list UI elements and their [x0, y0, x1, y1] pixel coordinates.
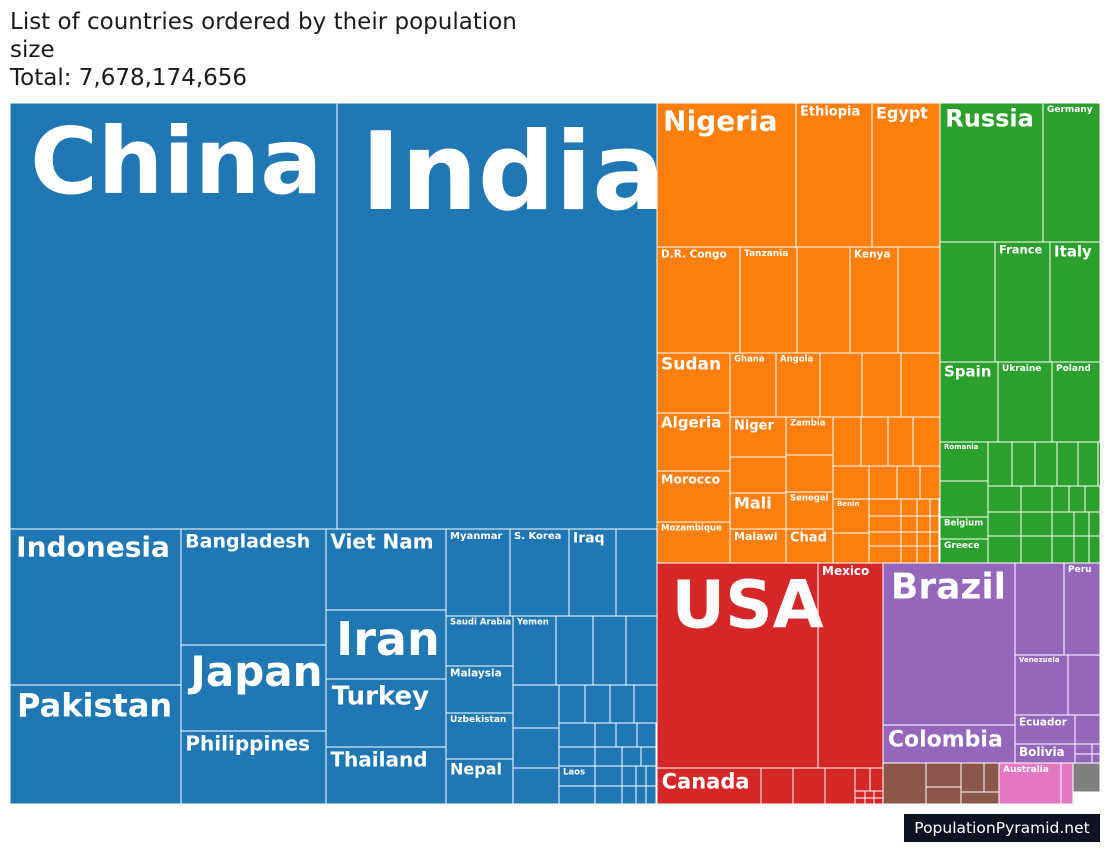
- other-small-3[interactable]: [1072, 795, 1083, 801]
- cell-italy-label: Italy: [1054, 243, 1092, 261]
- cell-mozambique-label: Mozambique: [661, 523, 722, 533]
- cell-morocco-label: Morocco: [661, 471, 721, 486]
- cell-nigeria-label: Nigeria: [663, 104, 777, 137]
- cell-malaysia-label: Malaysia: [450, 667, 502, 679]
- cell-tanzania-label: Tanzania: [744, 249, 788, 259]
- europe-region: [940, 103, 1100, 563]
- cell-algeria-label: Algeria: [661, 414, 721, 432]
- other-small-2[interactable]: [1090, 791, 1101, 797]
- cell-chad-label: Chad: [790, 531, 827, 546]
- cell-france-label: France: [999, 242, 1043, 256]
- other-small-0[interactable]: [1072, 791, 1083, 797]
- cell-russia-label: Russia: [945, 105, 1034, 133]
- cell-australia-label: Australia: [1003, 765, 1049, 775]
- north-america-region: [657, 563, 883, 804]
- cell-turkey-label: Turkey: [332, 681, 429, 711]
- cell-laos-label: Laos: [563, 767, 585, 777]
- cell-saudi-arabia-label: Saudi Arabia: [450, 617, 511, 627]
- cell-ethiopia-label: Ethiopia: [800, 105, 860, 120]
- cell-australia[interactable]: [998, 762, 1062, 805]
- cell-ecuador-label: Ecuador: [1019, 716, 1068, 728]
- cell-other[interactable]: [1072, 762, 1101, 793]
- title-line-2: size: [10, 37, 55, 63]
- title-line-1: List of countries ordered by their popul…: [10, 9, 517, 35]
- total-population: Total: 7,678,174,656: [10, 65, 248, 91]
- cell-ghana-label: Ghana: [734, 354, 765, 364]
- cell-germany-label: Germany: [1047, 105, 1093, 115]
- cell-s-korea-label: S. Korea: [514, 531, 561, 542]
- cell-dr-congo-label: D.R. Congo: [661, 248, 727, 260]
- cell-myanmar-label: Myanmar: [450, 531, 503, 542]
- cell-angola-label: Angola: [780, 354, 813, 364]
- cell-greece-label: Greece: [944, 541, 979, 551]
- cell-iraq-label: Iraq: [573, 531, 605, 547]
- cell-malawi-label: Malawi: [734, 530, 778, 543]
- cell-venezuela-label: Venezuela: [1019, 656, 1060, 664]
- cell-china-label: China: [30, 108, 322, 215]
- cell-viet-nam-label: Viet Nam: [330, 530, 433, 554]
- other-small-1[interactable]: [1081, 791, 1092, 797]
- cell-usa-label: USA: [672, 567, 824, 644]
- other-small-8[interactable]: [1090, 799, 1101, 805]
- cell-spain-label: Spain: [944, 363, 991, 381]
- asia-small-d-7[interactable]: [645, 785, 657, 805]
- cell-colombia-label: Colombia: [888, 728, 1003, 753]
- cell-benin-label: Benin: [837, 500, 859, 508]
- cell-zambia-label: Zambia: [790, 418, 826, 428]
- cell-senegal-label: Senegal: [790, 493, 829, 503]
- cell-kenya-label: Kenya: [854, 248, 890, 260]
- cell-bangladesh-label: Bangladesh: [185, 531, 310, 553]
- cell-sudan-label: Sudan: [661, 355, 721, 375]
- cell-niger-label: Niger: [734, 419, 774, 434]
- cell-thailand-label: Thailand: [330, 748, 427, 772]
- cell-romania-label: Romania: [944, 443, 979, 451]
- cell-brazil-label: Brazil: [891, 566, 1006, 607]
- cell-ukraine-label: Ukraine: [1002, 364, 1041, 374]
- africa-region: [657, 103, 940, 563]
- cell-mexico-label: Mexico: [822, 564, 869, 578]
- cell-poland-label: Poland: [1056, 364, 1091, 374]
- cell-peru-label: Peru: [1068, 565, 1092, 575]
- cell-egypt-label: Egypt: [876, 104, 928, 123]
- other-small-4[interactable]: [1081, 795, 1092, 801]
- cell-indonesia-label: Indonesia: [16, 530, 170, 563]
- cell-iran-label: Iran: [336, 612, 440, 666]
- cell-yemen-label: Yemen: [516, 617, 549, 627]
- source-credit[interactable]: PopulationPyramid.net: [904, 814, 1100, 842]
- cell-nepal-label: Nepal: [450, 760, 502, 779]
- cell-philippines-label: Philippines: [185, 732, 310, 756]
- other-small-6[interactable]: [1072, 799, 1083, 805]
- other-small-7[interactable]: [1081, 799, 1092, 805]
- cell-canada-label: Canada: [662, 770, 750, 794]
- cell-asia-h[interactable]: [558, 785, 596, 805]
- cell-belgium-label: Belgium: [944, 518, 983, 528]
- other-small-5[interactable]: [1090, 795, 1101, 801]
- cell-japan-label: Japan: [187, 647, 322, 696]
- asia-region: [10, 103, 657, 804]
- cell-pakistan-label: Pakistan: [17, 686, 172, 724]
- chart-title: List of countries ordered by their popul…: [10, 8, 570, 92]
- cell-bolivia-label: Bolivia: [1019, 745, 1065, 759]
- cell-india-label: India: [361, 110, 665, 235]
- cell-oceania-g[interactable]: [1060, 762, 1074, 805]
- cell-uzbekistan-label: Uzbekistan: [450, 715, 506, 725]
- cell-mali-label: Mali: [734, 494, 772, 513]
